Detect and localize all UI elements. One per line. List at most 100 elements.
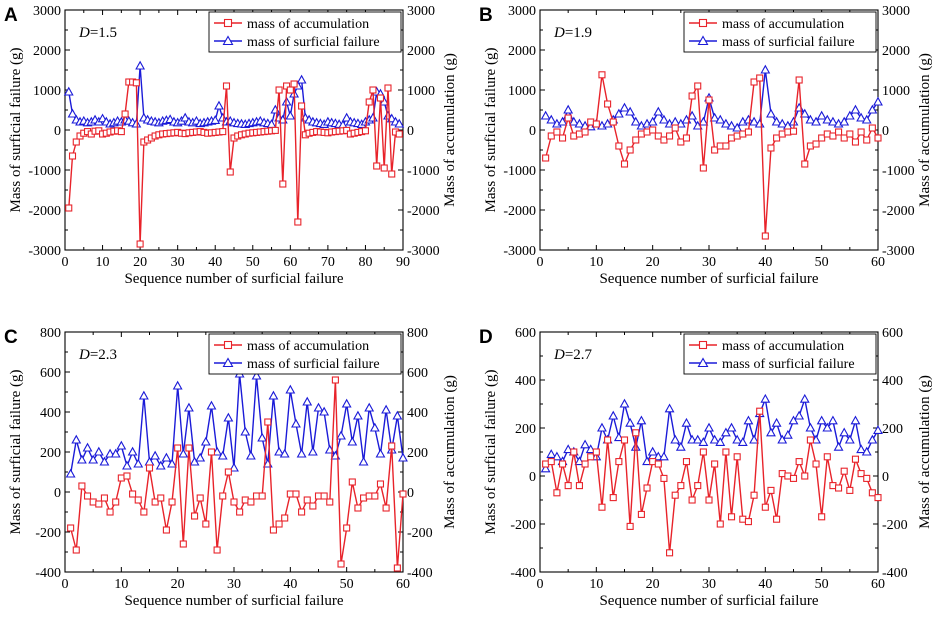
panel-d-accumulation-point xyxy=(840,467,848,475)
panel-c-accumulation-point xyxy=(112,498,120,506)
panel-b-failure-point xyxy=(861,114,872,124)
panel-b-accumulation-point xyxy=(542,154,550,162)
panel-b-failure-point xyxy=(788,116,799,126)
panel-c-accumulation-point xyxy=(123,472,131,480)
panel-c-failure-point xyxy=(347,436,358,446)
panel-c-failure-point xyxy=(110,448,121,458)
panel-c-accumulation-point xyxy=(219,492,227,500)
panel-d-accumulation-point xyxy=(666,549,674,557)
panel-b-failure-point xyxy=(844,110,855,120)
panel-d-failure-point xyxy=(766,427,776,437)
panel-b-y-tick-label-left: 3000 xyxy=(508,4,536,19)
panel-a-accumulation-point xyxy=(380,164,388,172)
panel-b-accumulation-point xyxy=(620,160,629,168)
panel-d-accumulation-point xyxy=(632,429,640,437)
panel-a-accumulation-point xyxy=(369,86,377,94)
panel-d-x-tick-label: 50 xyxy=(815,577,829,592)
panel-d-accumulation-point xyxy=(716,520,724,528)
panel-a-accumulation-point xyxy=(294,218,302,226)
panel-d-x-tick-label: 20 xyxy=(646,577,660,592)
panel-b-failure-point xyxy=(771,116,782,126)
panel-a-panel-letter: A xyxy=(4,5,18,26)
panel-b-failure-point xyxy=(873,96,883,106)
panel-a-x-tick-label: 20 xyxy=(133,255,147,270)
panel-d-accumulation-point xyxy=(643,484,651,492)
panel-a-y-axis-title-left: Mass of surficial failure (g) xyxy=(8,48,24,213)
panel-d-accumulation-point xyxy=(773,515,781,523)
panel-d-failure-point xyxy=(580,439,591,449)
panel-d-y-tick-label-left: 600 xyxy=(515,326,536,341)
panel-b-accumulation-point xyxy=(682,134,691,142)
panel-d-y-tick-label-right: -200 xyxy=(882,518,908,533)
panel-d-legend-accumulation-marker xyxy=(698,340,708,350)
panel-c-failure-point xyxy=(212,446,223,456)
panel-d-accumulation-point xyxy=(818,513,826,521)
panel-a-failure-point xyxy=(341,112,352,122)
panel-b-failure-point xyxy=(557,116,568,126)
panel-c-failure-point xyxy=(319,406,330,416)
panel-a-legend-failure-label: mass of surficial failure xyxy=(247,35,380,50)
panel-c-failure-point xyxy=(313,402,324,412)
panel-a-accumulation-point xyxy=(376,94,385,102)
panel-d-failure-point xyxy=(844,434,855,444)
panel-c-accumulation-point xyxy=(83,492,92,500)
panel-a-y-tick-label-left: 2000 xyxy=(33,44,61,59)
panel-a-accumulation-point xyxy=(388,170,396,178)
panel-c-accumulation-point xyxy=(157,494,165,502)
panel-d-accumulation-point xyxy=(677,482,685,490)
panel-c-accumulation-point xyxy=(196,494,204,502)
panel-b-failure-point xyxy=(850,104,861,114)
panel-c-y-tick-label-right: 600 xyxy=(407,366,428,381)
panel-b-accumulation-point xyxy=(789,127,798,135)
panel-d-failure-point xyxy=(726,422,737,432)
panel-c-failure-point xyxy=(251,370,262,380)
panel-c-failure-point xyxy=(268,390,279,400)
panel-b-accumulation-point xyxy=(677,138,685,146)
panel-d-failure-point xyxy=(709,434,720,444)
panel-b-y-axis-title-right: Mass of accumulation (g) xyxy=(917,53,933,207)
panel-c-failure-point xyxy=(279,448,290,458)
panel-b-y-tick-label-left: 2000 xyxy=(508,44,536,59)
panel-a-accumulation-point xyxy=(68,152,77,160)
panel-c-accumulation-point xyxy=(388,442,396,450)
panel-c-failure-point xyxy=(341,398,352,408)
panel-d-failure-point xyxy=(799,393,810,403)
panel-d-accumulation-point xyxy=(694,482,702,490)
panel-c-accumulation-point xyxy=(168,498,176,506)
panel-d-y-tick-label-left: -400 xyxy=(510,566,536,581)
panel-a-accumulation-point xyxy=(290,80,298,88)
panel-c-y-tick-label-right: 400 xyxy=(407,406,428,421)
panel-c-accumulation-point xyxy=(292,490,300,498)
panel-d-accumulation-line xyxy=(545,411,879,553)
panel-d-failure-point xyxy=(687,434,698,444)
panel-d-accumulation-point xyxy=(682,458,691,466)
panel-a-accumulation-point xyxy=(226,168,234,176)
panel-d-failure-point xyxy=(743,415,754,425)
panel-b-accumulation-point xyxy=(604,100,612,108)
panel-c-accumulation-point xyxy=(151,498,159,506)
panel-d-accumulation-point xyxy=(564,482,572,490)
panel-d-failure-point xyxy=(704,422,714,432)
panel-a-failure-point xyxy=(217,112,228,122)
panel-d-failure-point xyxy=(664,403,675,413)
panel-c-failure-point xyxy=(398,452,408,462)
panel-c-accumulation-point xyxy=(134,496,142,504)
panel-d-legend-box xyxy=(683,333,877,375)
panel-c-accumulation-point xyxy=(354,504,362,512)
panel-d-y-tick-label-right: 200 xyxy=(882,422,903,437)
panel-d-failure-point xyxy=(827,415,838,425)
panel-b-x-axis-title: Sequence number of surficial failure xyxy=(599,271,818,287)
panel-d-failure-point xyxy=(850,415,861,425)
panel-d-accumulation-point xyxy=(874,494,882,502)
panel-d-failure-point xyxy=(720,427,731,437)
panel-c-legend-failure-label: mass of surficial failure xyxy=(247,357,380,372)
panel-a-x-tick-label: 10 xyxy=(96,255,110,270)
panel-c-y-axis-title-left: Mass of surficial failure (g) xyxy=(8,370,24,535)
panel-d-accumulation-point xyxy=(575,482,583,490)
panel-d-d-val: =2.7 xyxy=(565,347,593,363)
panel-d-y-tick-label-right: 600 xyxy=(882,326,903,341)
panel-d-accumulation-point xyxy=(863,474,871,482)
panel-b-accumulation-point xyxy=(581,128,589,136)
panel-a-accumulation-point xyxy=(283,82,291,90)
